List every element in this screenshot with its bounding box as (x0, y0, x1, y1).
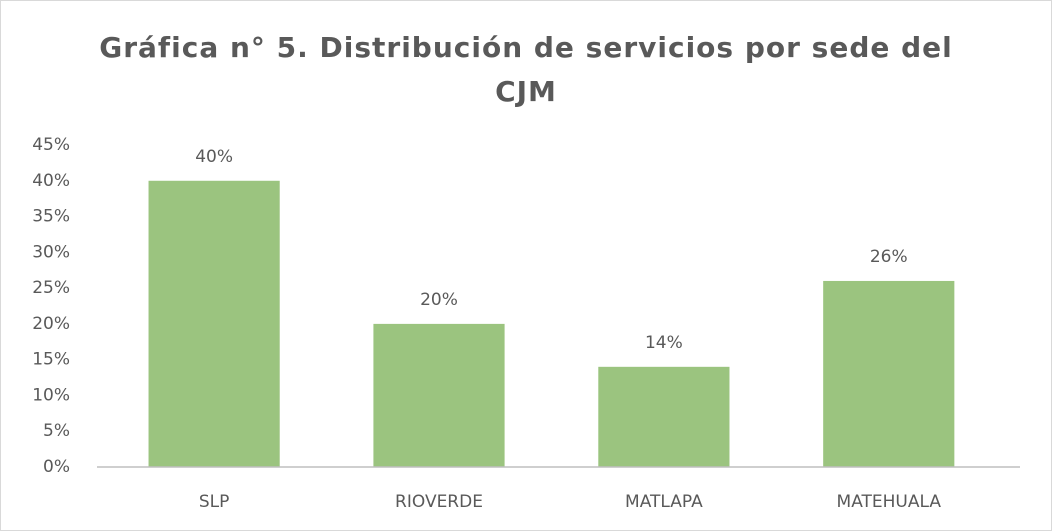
bar (373, 323, 505, 467)
y-tick-label: 15% (32, 350, 70, 370)
y-tick-label: 45% (32, 135, 70, 155)
data-label: 40% (195, 147, 233, 167)
y-tick-label: 10% (32, 385, 70, 405)
x-tick-label: RIOVERDE (395, 492, 483, 512)
y-tick-label: 25% (32, 278, 70, 298)
data-label: 26% (870, 247, 908, 267)
data-label: 14% (645, 333, 683, 353)
y-tick-label: 5% (43, 421, 70, 441)
y-tick-label: 20% (32, 314, 70, 334)
y-tick-label: 40% (32, 171, 70, 191)
y-tick-label: 0% (43, 457, 70, 477)
x-tick-label: MATEHUALA (837, 492, 942, 512)
x-tick-label: SLP (199, 492, 230, 512)
bar (148, 180, 280, 467)
x-tick-label: MATLAPA (625, 492, 703, 512)
y-tick-label: 35% (32, 207, 70, 227)
y-tick-label: 30% (32, 242, 70, 262)
chart-title: Gráfica n° 5. Distribución de servicios … (99, 31, 953, 108)
data-label: 20% (420, 290, 458, 310)
bar (598, 366, 730, 467)
bar (823, 280, 955, 467)
